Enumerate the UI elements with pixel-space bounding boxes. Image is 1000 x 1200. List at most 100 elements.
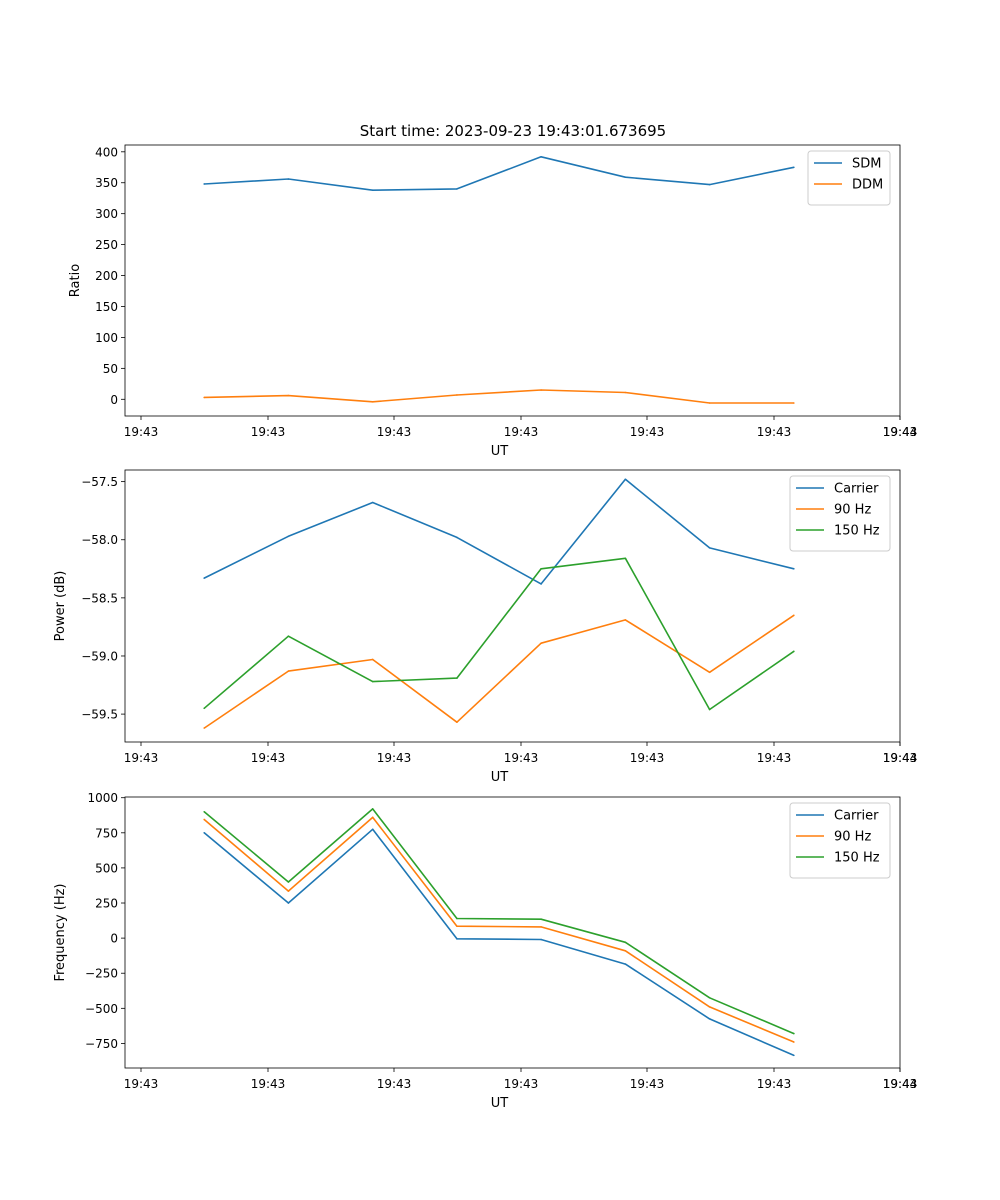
y-tick-label: 200 xyxy=(95,269,118,283)
legend-box xyxy=(789,475,891,552)
y-tick-label: 400 xyxy=(95,145,118,159)
x-tick-label: 19:44 xyxy=(883,425,918,439)
x-tick-label: 19:44 xyxy=(883,751,918,765)
data-point xyxy=(371,680,374,683)
series-line xyxy=(204,156,795,191)
data-point xyxy=(371,828,374,831)
data-point xyxy=(540,568,542,570)
series-90-hz xyxy=(203,614,795,729)
data-point xyxy=(708,547,711,549)
y-tick-label: 0 xyxy=(110,393,118,407)
data-point xyxy=(287,394,290,397)
series-90-hz xyxy=(203,816,795,1043)
y-tick-label: 300 xyxy=(95,207,118,221)
x-axis-label: UT xyxy=(491,444,509,459)
data-point xyxy=(540,389,542,391)
data-point xyxy=(793,402,795,404)
data-point xyxy=(708,996,711,999)
x-tick-label: 19:43 xyxy=(630,751,665,765)
data-point xyxy=(793,614,795,617)
x-tick-label: 19:43 xyxy=(630,425,665,439)
data-point xyxy=(456,394,458,396)
x-tick-label: 19:43 xyxy=(757,1077,792,1091)
legend-entry: 150 Hz xyxy=(834,851,880,866)
data-point xyxy=(624,391,627,394)
data-point xyxy=(203,832,205,834)
x-tick-label: 19:43 xyxy=(504,751,539,765)
y-tick-label: 350 xyxy=(95,176,118,190)
x-axis-label: UT xyxy=(491,770,509,785)
data-point xyxy=(203,818,205,821)
legend-entry: Carrier xyxy=(834,809,879,824)
x-tick-label: 19:43 xyxy=(883,425,918,439)
data-point xyxy=(624,619,627,621)
y-tick-label: −250 xyxy=(85,967,118,981)
series-carrier xyxy=(203,828,795,1057)
y-axis-label: Ratio xyxy=(68,264,83,297)
data-point xyxy=(624,941,627,944)
x-tick-label: 19:43 xyxy=(251,425,286,439)
x-tick-label: 19:43 xyxy=(504,1077,539,1091)
series-150-hz xyxy=(203,808,795,1035)
data-point xyxy=(203,707,205,710)
legend: Carrier 90 Hz 150 Hz xyxy=(789,475,891,552)
plot-frame xyxy=(124,144,901,417)
legend: Carrier 90 Hz 150 Hz xyxy=(789,802,891,879)
data-point xyxy=(371,400,374,403)
y-tick-label: −500 xyxy=(85,1002,118,1016)
data-point xyxy=(624,963,627,965)
x-tick-label: 19:43 xyxy=(757,425,792,439)
data-point xyxy=(287,670,290,672)
data-point xyxy=(708,1006,711,1008)
y-tick-label: 1000 xyxy=(87,791,118,805)
x-tick-label: 19:43 xyxy=(504,425,539,439)
data-point xyxy=(456,188,458,190)
x-tick-label: 19:43 xyxy=(124,751,159,765)
series-line xyxy=(203,557,795,711)
series-line xyxy=(203,828,795,1057)
series-line xyxy=(204,389,794,404)
legend: SDM DDM xyxy=(807,150,891,206)
data-point xyxy=(793,650,795,653)
x-tick-label: 19:43 xyxy=(377,425,412,439)
figure-title: Start time: 2023-09-23 19:43:01.673695 xyxy=(360,122,666,140)
data-point xyxy=(371,658,374,661)
series-line xyxy=(203,816,795,1043)
data-point xyxy=(287,881,290,883)
data-point xyxy=(793,166,795,169)
y-tick-label: −750 xyxy=(85,1037,118,1051)
legend-box xyxy=(789,802,891,879)
legend-box xyxy=(807,150,891,206)
data-point xyxy=(793,1041,795,1043)
y-tick-label: 50 xyxy=(103,362,118,376)
legend-entry: 90 Hz xyxy=(834,503,871,518)
legend-entry: SDM xyxy=(852,157,881,172)
data-point xyxy=(624,478,627,481)
data-point xyxy=(371,816,374,819)
data-point xyxy=(708,402,711,404)
data-point xyxy=(456,536,458,539)
data-point xyxy=(708,708,711,711)
x-tick-label: 19:43 xyxy=(251,1077,286,1091)
x-tick-label: 19:43 xyxy=(251,751,286,765)
data-point xyxy=(540,926,542,928)
y-tick-label: −57.5 xyxy=(81,475,118,489)
data-point xyxy=(708,671,711,674)
series-line xyxy=(203,808,795,1035)
x-tick-label: 19:43 xyxy=(377,1077,412,1091)
data-point xyxy=(540,918,542,920)
y-tick-label: −59.0 xyxy=(81,649,118,663)
data-point xyxy=(203,396,205,399)
data-point xyxy=(287,535,290,538)
data-point xyxy=(203,810,205,813)
data-point xyxy=(708,183,711,186)
series-150-hz xyxy=(203,557,795,711)
y-tick-label: −58.0 xyxy=(81,533,118,547)
data-point xyxy=(793,1054,795,1057)
data-point xyxy=(456,721,458,724)
plot-frame xyxy=(124,469,901,743)
series-carrier xyxy=(203,478,795,585)
series-ddm xyxy=(203,389,795,404)
x-tick-label: 19:43 xyxy=(757,751,792,765)
x-tick-label: 19:43 xyxy=(630,1077,665,1091)
